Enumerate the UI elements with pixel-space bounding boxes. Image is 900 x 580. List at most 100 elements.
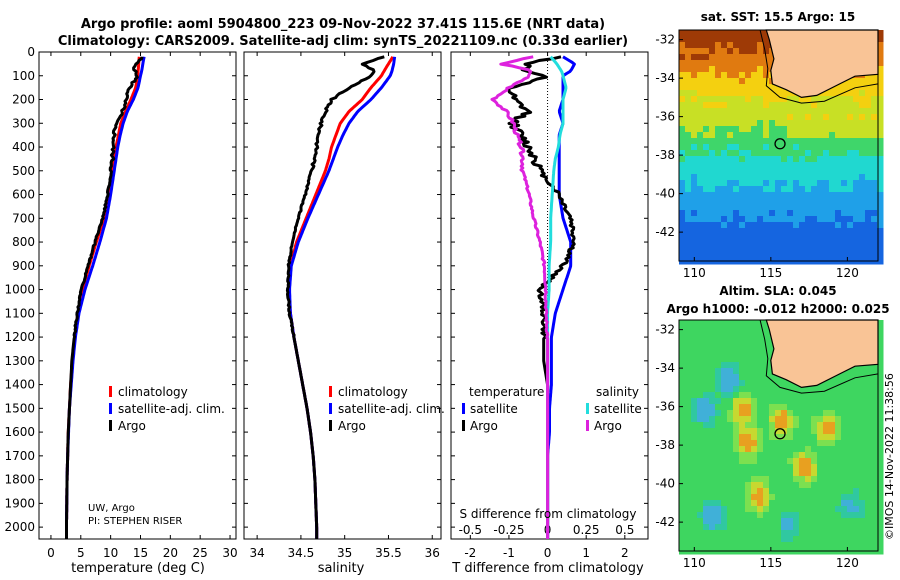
sst-cell [703,66,710,73]
sst-cell [679,222,686,229]
line-s-argo [490,55,550,539]
sst-cell [727,120,734,127]
sla-cell [829,518,836,525]
sst-cell [769,120,776,127]
sst-cell [769,216,776,223]
sla-cell [871,464,878,471]
sst-cell [679,198,686,205]
sla-cell [751,386,758,393]
sla-cell [679,518,686,525]
sst-cell [721,180,728,187]
sla-cell [757,446,764,453]
sla-cell [877,542,884,549]
sst-cell [841,132,848,139]
sst-cell [739,186,746,193]
sst-cell [877,66,884,73]
sla-cell [781,446,788,453]
sla-cell [763,488,770,495]
sst-cell [715,228,722,235]
sla-cell [721,380,728,387]
sst-cell [739,90,746,97]
sla-cell [727,326,734,333]
sst-cell [685,156,692,163]
sla-cell [763,326,770,333]
sla-cell [715,344,722,351]
x-tick-label: 35 [337,546,352,560]
sla-cell [757,542,764,549]
sst-cell [829,168,836,175]
sst-cell [691,36,698,43]
sst-cell [859,198,866,205]
sla-cell [805,410,812,417]
sla-cell [793,452,800,459]
sst-cell [817,96,824,103]
sst-cell [769,108,776,115]
sla-cell [781,494,788,501]
sst-cell [865,192,872,199]
sla-cell [817,410,824,417]
sst-cell [877,42,884,49]
sla-cell [811,470,818,477]
sst-cell [721,252,728,259]
sla-cell [841,512,848,519]
sst-cell [757,162,764,169]
sla-cell [679,506,686,513]
sla-cell [859,404,866,411]
sla-map-title-1: Altim. SLA: 0.045 [719,284,836,298]
sla-cell [763,458,770,465]
sla-cell [847,476,854,483]
sla-cell [715,476,722,483]
sst-cell [793,204,800,211]
sst-cell [769,102,776,109]
sla-cell [811,512,818,519]
sst-cell [769,162,776,169]
sla-cell [763,464,770,471]
sst-cell [793,252,800,259]
sla-cell [697,416,704,423]
sla-cell [691,428,698,435]
sla-cell [721,530,728,537]
sla-cell [859,542,866,549]
sst-cell [721,144,728,151]
sst-cell [817,210,824,217]
sla-cell [853,428,860,435]
sst-cell [841,228,848,235]
sst-cell [679,180,686,187]
sla-cell [793,530,800,537]
sst-cell [685,102,692,109]
sst-cell [853,120,860,127]
sst-cell [751,210,758,217]
sla-cell [799,464,806,471]
sla-cell [709,512,716,519]
sst-cell [751,216,758,223]
sla-cell [865,458,872,465]
sst-cell [697,144,704,151]
sla-cell [685,368,692,375]
sst-cell [691,108,698,115]
sst-cell [847,174,854,181]
sst-cell [715,180,722,187]
sst-cell [865,210,872,217]
sla-cell [817,428,824,435]
sla-cell [859,518,866,525]
sla-cell [793,386,800,393]
sst-cell [745,150,752,157]
sla-cell [811,446,818,453]
sla-cell [721,536,728,543]
sst-cell [697,84,704,91]
sst-cell [739,114,746,121]
sst-cell [799,126,806,133]
sst-cell [751,54,758,61]
x-tick-label: 15 [133,546,148,560]
depth-tick-label: 300 [12,116,35,130]
sla-cell [697,512,704,519]
sla-cell [805,518,812,525]
sla-cell [679,482,686,489]
sla-cell [715,464,722,471]
sst-cell [709,108,716,115]
sst-cell [775,90,782,97]
sst-cell [781,96,788,103]
sst-cell [727,102,734,109]
sst-cell [709,216,716,223]
sla-cell [709,458,716,465]
